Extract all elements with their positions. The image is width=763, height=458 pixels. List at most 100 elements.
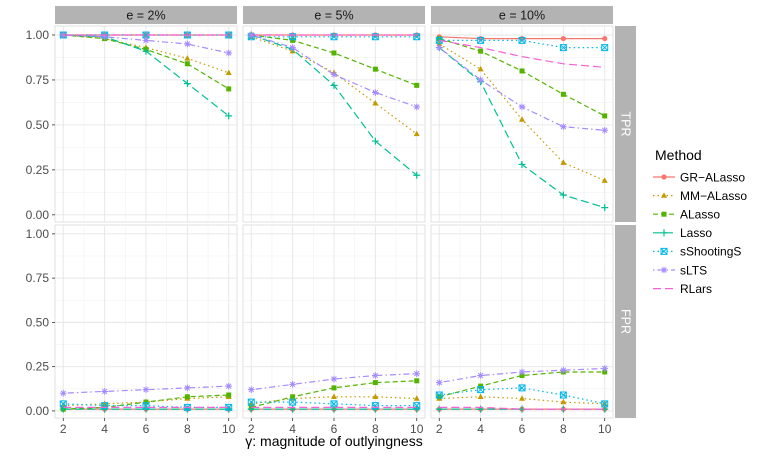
series-sshootings: [435, 384, 609, 408]
x-tick-label: 8: [560, 422, 567, 436]
series-slts: [435, 44, 609, 134]
data-point: [372, 372, 379, 379]
data-point: [372, 380, 378, 386]
data-point: [602, 35, 608, 42]
panel-tpr-e-10: [430, 25, 614, 223]
x-tick-label: 2: [436, 422, 443, 436]
data-point: [477, 65, 484, 72]
x-tick-label: 10: [598, 422, 612, 436]
legend: Method GR−ALasso MM−ALasso ALasso Lasso sSho…: [653, 147, 747, 296]
series-slts: [59, 382, 233, 397]
facet-strips: e = 2% e = 5% e = 10% TPR FPR: [55, 6, 636, 418]
facet-strip-tpr: [615, 26, 636, 222]
y-tick-label: 0.25: [26, 360, 50, 374]
data-point: [289, 44, 296, 51]
series-line: [439, 387, 605, 405]
legend-key-marker: [661, 211, 667, 217]
data-point: [225, 31, 233, 39]
legend-entry-rlars: RLars: [653, 282, 712, 296]
data-point: [290, 394, 296, 400]
series-line: [439, 367, 605, 384]
panel-fpr-e-10: [430, 224, 614, 419]
data-point: [518, 368, 526, 376]
data-point: [331, 393, 337, 399]
x-axis-title: γ: magnitude of outlyingness: [245, 433, 422, 449]
data-point: [247, 405, 255, 413]
data-point: [143, 399, 149, 405]
legend-label: MM−ALasso: [680, 189, 747, 203]
x-tick-label: 2: [248, 422, 255, 436]
series-line: [439, 371, 605, 398]
legend-entry-mm-alasso: MM−ALasso: [653, 189, 747, 203]
legend-key-marker: [661, 192, 667, 198]
series-slts: [59, 31, 233, 57]
legend-key-marker: [660, 229, 668, 237]
data-point: [101, 33, 108, 41]
data-point: [225, 382, 233, 390]
x-tick-label: 8: [184, 422, 191, 436]
series-lasso: [247, 405, 421, 413]
data-point: [331, 385, 337, 391]
legend-label: sLTS: [680, 263, 707, 277]
data-point: [414, 82, 420, 88]
data-point: [519, 373, 525, 379]
data-point: [59, 31, 67, 39]
series-alasso: [436, 36, 608, 119]
data-point: [436, 394, 442, 400]
data-point: [518, 160, 526, 168]
data-point: [225, 112, 233, 120]
data-point: [413, 370, 421, 378]
facet-strip-e-10: [431, 6, 613, 24]
data-point: [372, 100, 379, 106]
facet-strip-label: e = 10%: [499, 9, 545, 23]
y-tick-label: 0.75: [26, 271, 50, 285]
data-point: [477, 76, 484, 84]
legend-key-marker: [661, 174, 667, 180]
data-point: [478, 383, 484, 389]
series-line: [439, 396, 605, 405]
data-point: [59, 389, 67, 397]
data-point: [435, 405, 443, 413]
data-point: [142, 405, 150, 413]
series-slts: [247, 31, 421, 111]
data-point: [518, 103, 526, 111]
data-point: [290, 37, 296, 43]
y-tick-label: 1.00: [26, 28, 50, 42]
y-tick-label: 0.50: [26, 315, 50, 329]
panel-tpr-e-5: [242, 25, 426, 223]
data-point: [477, 372, 484, 379]
series-rlars: [439, 39, 605, 68]
data-point: [601, 365, 609, 372]
data-point: [142, 386, 150, 393]
data-point: [560, 398, 567, 405]
data-point: [289, 381, 296, 388]
data-point: [142, 37, 150, 44]
data-point: [372, 393, 379, 399]
data-point: [519, 116, 525, 122]
data-point: [413, 130, 420, 137]
facet-strip-label: e = 5%: [314, 9, 353, 23]
data-point: [142, 31, 150, 39]
x-tick-label: 8: [372, 422, 379, 436]
legend-entry-lasso: Lasso: [653, 226, 712, 240]
legend-entry-alasso: ALasso: [653, 208, 720, 222]
panels-layer: [54, 25, 614, 419]
data-point: [330, 71, 338, 78]
data-point: [601, 400, 609, 408]
data-point: [518, 36, 526, 44]
legend-key-marker: [660, 247, 668, 255]
data-point: [601, 44, 609, 52]
series-slts: [247, 370, 421, 393]
facet-strip-e-2: [55, 6, 237, 24]
facet-strip-label: FPR: [619, 309, 633, 334]
series-line: [439, 39, 605, 68]
data-point: [372, 89, 379, 96]
data-point: [478, 48, 484, 54]
facet-strip-e-5: [243, 6, 425, 24]
data-point: [435, 44, 443, 51]
data-point: [519, 395, 525, 401]
data-point: [518, 384, 526, 392]
legend-label: ALasso: [680, 208, 720, 222]
data-point: [330, 81, 338, 89]
